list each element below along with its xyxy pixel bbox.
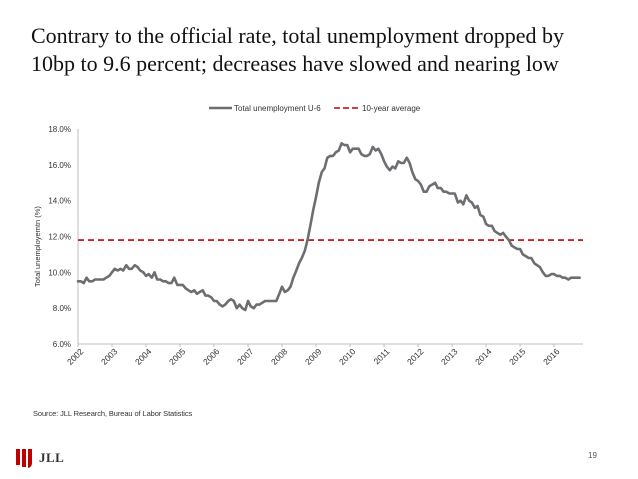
x-tick-label: 2004: [133, 346, 154, 367]
page-number: 19: [588, 451, 597, 460]
slide-title-line-1: Contrary to the official rate, total une…: [31, 23, 564, 48]
x-tick-label: 2012: [405, 346, 426, 367]
u6-unemployment-line: [76, 142, 581, 312]
x-tick-label: 2013: [439, 346, 460, 367]
y-tick-label: 14.0%: [48, 197, 71, 206]
y-tick-label: 12.0%: [48, 233, 71, 242]
unemployment-line-chart: 6.0% 8.0% 10.0% 12.0% 14.0% 16.0% 18.0% 2002 200…: [33, 104, 583, 367]
x-tick-label: 2009: [303, 346, 324, 367]
jll-logo-text: JLL: [39, 450, 65, 465]
x-tick-label: 2007: [235, 346, 256, 367]
source-note: Source: JLL Research, Bureau of Labor St…: [33, 409, 193, 418]
y-axis-title: Total unemployemtn (%): [33, 206, 42, 287]
legend-label-average: 10-year average: [362, 104, 421, 113]
x-tick-label: 2005: [167, 346, 188, 367]
slide-title: Contrary to the official rate, total une…: [31, 22, 621, 78]
slide-title-line-2: 10bp to 9.6 percent; decreases have slow…: [31, 51, 559, 76]
x-tick-label: 2014: [473, 346, 494, 367]
y-tick-label: 16.0%: [48, 161, 71, 170]
x-tick-label: 2016: [541, 346, 562, 367]
x-tick-label: 2003: [99, 346, 120, 367]
jll-logo-icon: [16, 449, 32, 468]
x-tick-label: 2002: [65, 346, 86, 367]
x-tick-label: 2011: [371, 346, 391, 366]
x-tick-label: 2006: [201, 346, 222, 367]
y-tick-label: 18.0%: [48, 125, 71, 134]
y-tick-label: 8.0%: [53, 304, 71, 313]
x-tick-label: 2015: [507, 346, 528, 367]
y-tick-label: 6.0%: [53, 340, 71, 349]
y-tick-label: 10.0%: [48, 268, 71, 277]
x-tick-label: 2010: [337, 346, 358, 367]
legend-label-u6: Total unemployment U-6: [234, 104, 321, 113]
jll-logo: JLL: [14, 447, 64, 469]
x-tick-label: 2008: [269, 346, 290, 367]
